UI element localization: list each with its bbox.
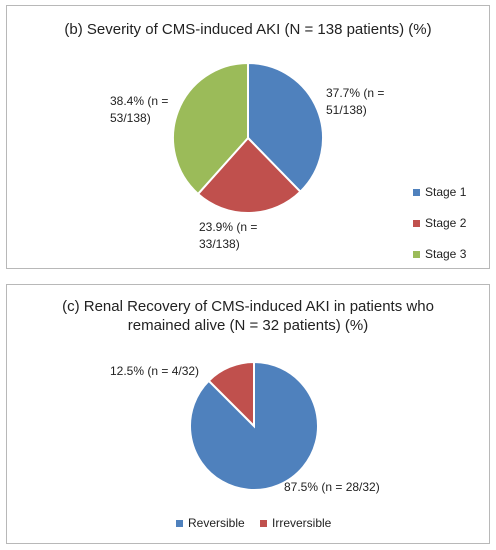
slice-label-stage-2: 23.9% (n = 33/138) [199,220,258,251]
legend-label: Stage 2 [425,216,467,230]
chart-title: (c) Renal Recovery of CMS-induced AKI in… [62,298,434,334]
pie-slice-irreversible [207,360,255,429]
slice-label-stage-3: 38.4% (n = 53/138) [110,94,169,125]
chart-panel-severity: (b) Severity of CMS-induced AKI (N = 138… [6,5,490,269]
legend-item-stage-1: Stage 1 [413,185,466,200]
legend-swatch [413,189,420,196]
slice-label-irreversible: 12.5% (n = 4/32) [110,364,200,378]
legend-item-reversible: Reversible [176,516,245,531]
legend-swatch [413,220,420,227]
legend-label: Stage 3 [425,247,467,261]
pie-slice-stage-1 [247,61,324,194]
legend-label: Reversible [188,516,245,530]
legend-label: Irreversible [272,516,332,530]
slice-label-reversible: 87.5% (n = 28/32) [284,480,380,494]
chart-title: (b) Severity of CMS-induced AKI (N = 138… [64,21,432,38]
legend-swatch [260,520,267,527]
legend-label: Stage 1 [425,185,467,199]
legend-swatch [176,520,183,527]
legend-item-irreversible: Irreversible [260,516,331,531]
pie-slice-stage-2 [196,136,302,214]
slice-label-stage-1: 37.7% (n = 51/138) [326,86,385,117]
legend-item-stage-2: Stage 2 [413,216,466,231]
pie-chart-severity [172,61,324,214]
pie-slice-stage-3 [172,61,249,196]
legend-swatch [413,251,420,258]
legend-item-stage-3: Stage 3 [413,247,466,262]
pie-chart-recovery [189,360,319,491]
chart-panel-recovery: (c) Renal Recovery of CMS-induced AKI in… [6,284,490,544]
